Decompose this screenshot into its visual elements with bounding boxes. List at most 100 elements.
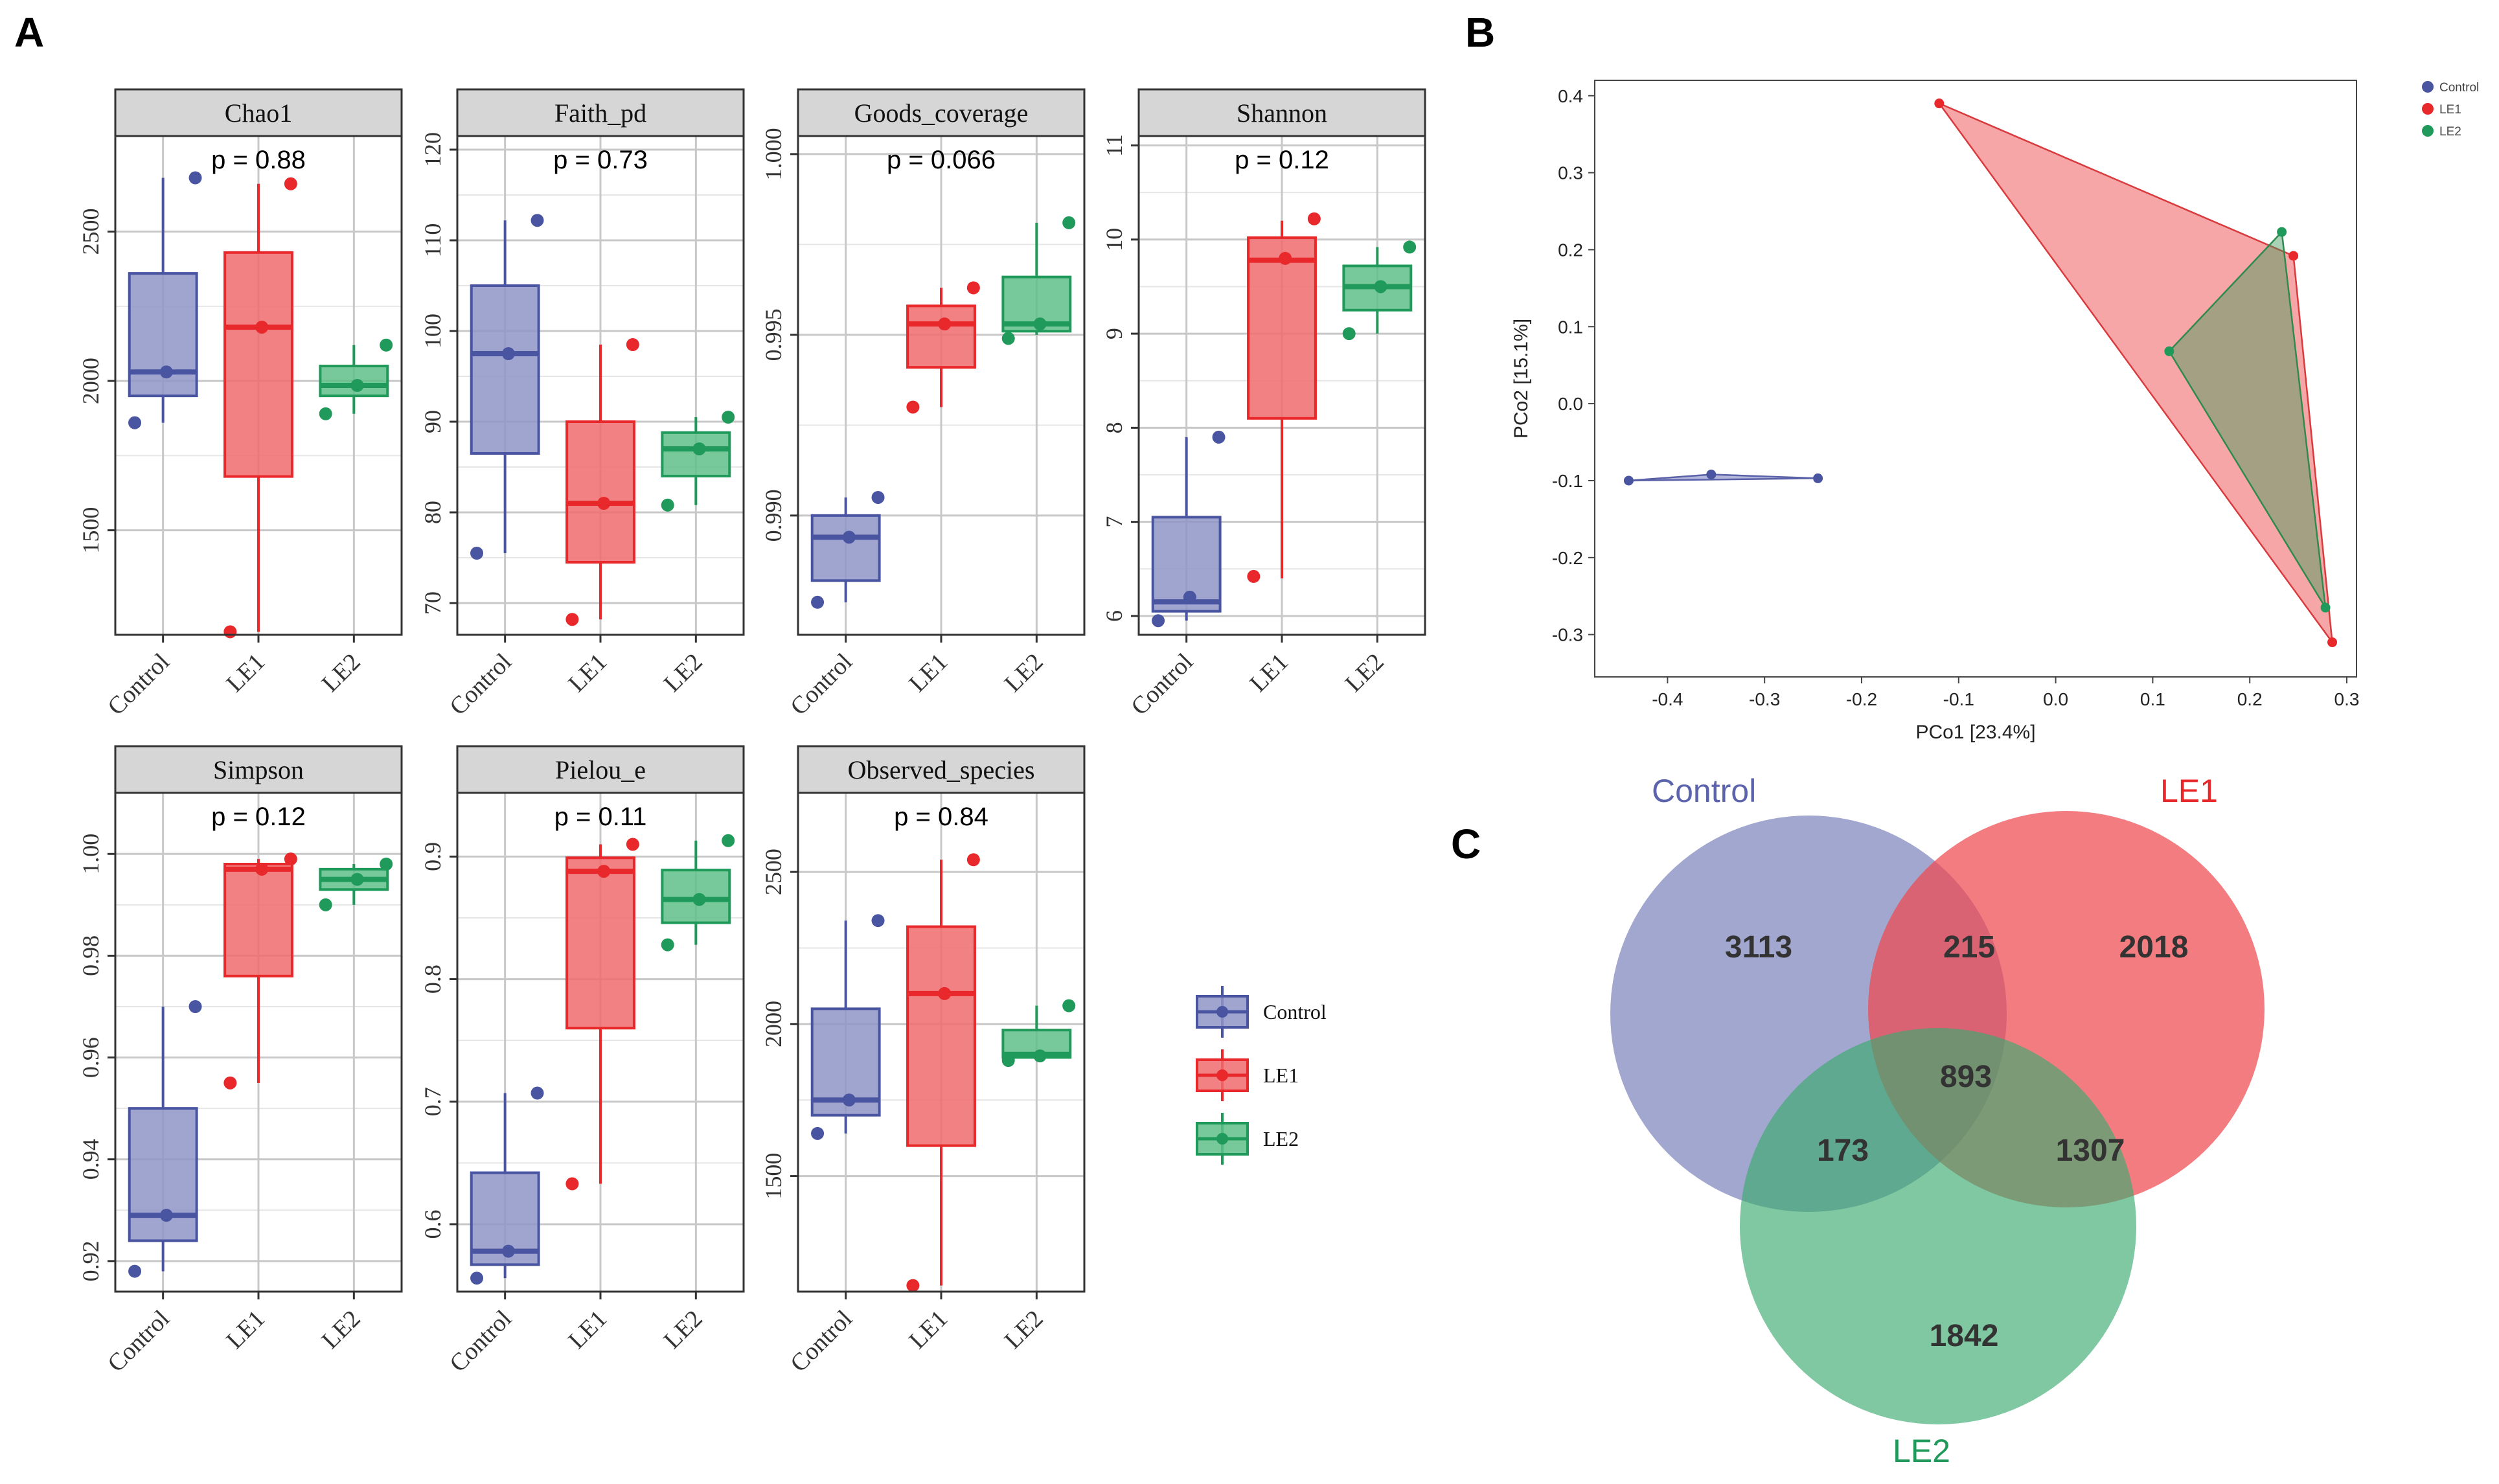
box-iqr	[565, 856, 635, 1030]
data-point	[1247, 569, 1261, 583]
data-point	[284, 852, 297, 866]
data-point	[842, 1093, 856, 1107]
p-value-observed-species: p = 0.84	[894, 803, 988, 831]
pcoa-x-tick-label: -0.3	[1749, 689, 1780, 709]
pcoa-y-tick-label: -0.3	[1552, 625, 1583, 645]
data-point	[470, 547, 484, 560]
pcoa-point-le2	[2164, 346, 2174, 356]
data-point	[1403, 240, 1417, 254]
pcoa-x-tick-label: -0.1	[1943, 689, 1974, 709]
pcoa-legend-marker-le1	[2422, 103, 2434, 115]
box-iqr	[470, 284, 540, 455]
box-iqr	[810, 514, 881, 582]
data-point	[597, 497, 611, 510]
boxplot-chao1: Chao1 p = 0.88 1500 2000 2500 Control LE1 LE2	[78, 88, 403, 720]
pcoa-x-tick-label: 0.3	[2334, 689, 2360, 709]
p-value-pielou-e: p = 0.11	[554, 803, 647, 831]
box-control	[470, 214, 544, 560]
box-iqr	[128, 1107, 198, 1242]
y-tick-label: 0.9	[420, 842, 446, 871]
box-le1	[565, 838, 639, 1191]
y-tick-label: 2500	[78, 209, 104, 255]
box-control	[128, 171, 202, 429]
data-point	[692, 893, 706, 906]
data-point	[1183, 590, 1196, 604]
pcoa-y-tick-label: 0.1	[1558, 317, 1583, 337]
box-le1	[1247, 212, 1321, 583]
data-point	[380, 858, 393, 871]
y-tick-label: 0.92	[78, 1240, 104, 1281]
venn-count-le2-only: 1842	[1930, 1319, 1999, 1353]
box-le1	[565, 338, 639, 626]
y-tick-label: 2500	[760, 849, 786, 895]
legend-label-le1: LE1	[1263, 1064, 1299, 1087]
pcoa-plot: -0.4 -0.3 -0.2 -0.1 0.0 0.1 0.2 0.3 -0.3 -0.2 -0.1…	[1511, 80, 2479, 743]
x-tick-label: LE2	[659, 648, 708, 698]
y-tick-label: 1.000	[760, 128, 786, 180]
y-tick-label: 1500	[78, 507, 104, 554]
p-value-simpson: p = 0.12	[211, 803, 306, 831]
y-tick-label: 2000	[760, 1001, 786, 1047]
box-control	[810, 914, 885, 1140]
pcoa-point-control	[1706, 469, 1717, 479]
x-tick-label: LE1	[904, 1305, 953, 1354]
data-point	[1279, 251, 1292, 265]
y-tick-label: 100	[420, 314, 446, 348]
data-point	[128, 416, 142, 429]
x-tick-label: LE2	[659, 1305, 708, 1354]
strip-pielou-e	[456, 745, 745, 794]
y-tick-label: 7	[1101, 516, 1127, 528]
box-le2	[1342, 240, 1417, 341]
pcoa-point-le2	[2320, 602, 2331, 613]
data-point	[1212, 430, 1226, 444]
legend-point	[1216, 1006, 1228, 1018]
data-point	[661, 938, 674, 952]
venn-diagram: Control LE1 LE2 3113 215 2018 893 173 1307 1842	[1610, 773, 2265, 1469]
box-le2	[319, 858, 393, 911]
pcoa-legend-label-le2: LE2	[2439, 125, 2461, 139]
data-point	[938, 317, 952, 331]
data-point	[626, 838, 639, 851]
legend-label-control: Control	[1263, 1000, 1327, 1023]
pcoa-y-tick-label: -0.1	[1552, 471, 1583, 491]
box-iqr	[906, 304, 976, 369]
data-point	[1001, 332, 1015, 345]
data-point	[906, 400, 920, 414]
y-tick-label: 110	[420, 223, 446, 258]
y-tick-label: 9	[1101, 328, 1127, 339]
x-tick-label: LE2	[317, 648, 366, 698]
pcoa-x-tick-label: 0.0	[2043, 689, 2068, 709]
pcoa-y-axis-label: PCo2 [15.1%]	[1511, 319, 1532, 439]
y-tick-label: 90	[420, 410, 446, 433]
box-iqr	[565, 420, 635, 564]
boxplot-shannon: Shannon p = 0.12 6 7 8 9 10 11 Control LE1 LE2	[1101, 88, 1426, 720]
x-tick-label: Control	[102, 1305, 175, 1378]
strip-shannon	[1137, 88, 1426, 137]
y-tick-label: 0.94	[78, 1139, 104, 1180]
box-control	[128, 1000, 202, 1278]
x-tick-label: LE2	[1340, 648, 1389, 698]
box-le2	[1001, 999, 1076, 1067]
box-iqr	[223, 251, 293, 478]
pcoa-x-tick-label: 0.2	[2237, 689, 2263, 709]
data-point	[501, 347, 515, 360]
x-tick-label: Control	[444, 1305, 517, 1378]
data-point	[319, 898, 332, 911]
y-tick-label: 1.00	[78, 834, 104, 874]
data-point	[159, 365, 173, 379]
panel-a-label: A	[14, 9, 44, 56]
y-tick-label: 120	[420, 132, 446, 167]
x-tick-label: LE2	[999, 1305, 1049, 1354]
x-tick-label: LE2	[999, 648, 1049, 698]
y-tick-label: 0.96	[78, 1037, 104, 1078]
x-tick-label: LE1	[563, 1305, 612, 1354]
box-le1	[906, 281, 980, 414]
boxplot-faith-pd: Faith_pdp = 0.73 70 80 90 100 110 120 Control LE…	[420, 88, 745, 720]
strip-title-shannon: Shannon	[1237, 98, 1327, 128]
boxplot-legend: Control LE1 LE2	[1196, 986, 1327, 1165]
data-point	[380, 338, 393, 352]
panel-b-label: B	[1465, 9, 1495, 56]
y-tick-label: 11	[1101, 134, 1127, 157]
